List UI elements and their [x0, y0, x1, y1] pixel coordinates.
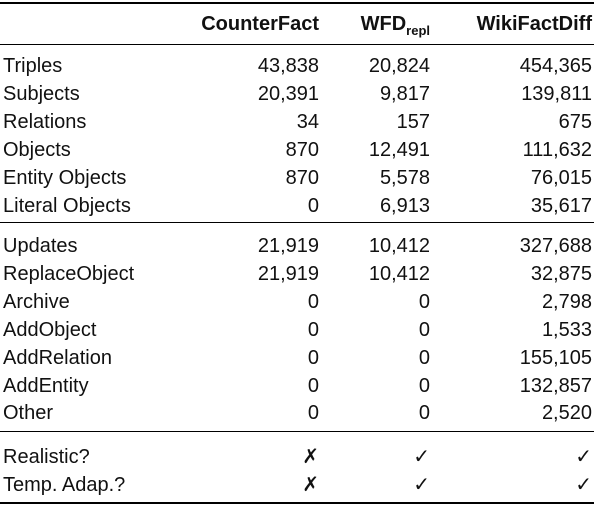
cell-value: ✗ [302, 446, 319, 468]
cell-value: 454,365 [519, 55, 592, 77]
cell-value: 675 [558, 110, 592, 133]
column-header-text: WikiFactDiff [476, 13, 592, 35]
cell-value: 6,913 [379, 194, 430, 217]
cell-value: 2,520 [541, 402, 592, 425]
cell-value: 10,412 [368, 262, 430, 285]
row-label: Temp. Adap.? [3, 473, 126, 496]
cell-value: 139,811 [521, 82, 592, 105]
row-label: AddEntity [3, 374, 89, 397]
cell-value: 0 [418, 346, 430, 369]
row-label: Realistic? [3, 446, 90, 468]
cell-value: 5,578 [379, 166, 430, 189]
row-label: Triples [3, 55, 63, 77]
top-rule [0, 2, 594, 4]
row-label: Literal Objects [3, 194, 131, 217]
column-header: CounterFact [201, 12, 319, 36]
row-label: Subjects [3, 82, 80, 105]
cell-value: 155,105 [519, 346, 592, 369]
row-label: Other [3, 402, 54, 425]
cell-value: ✓ [575, 473, 592, 496]
cell-value: 0 [418, 290, 430, 313]
cell-value: 34 [296, 110, 319, 133]
cell-value: 1,533 [541, 318, 592, 341]
cell-value: 43,838 [257, 55, 319, 77]
cell-value: 0 [307, 374, 319, 397]
cell-value: 2,798 [541, 290, 592, 313]
cell-value: ✓ [413, 446, 430, 468]
cell-value: 327,688 [519, 235, 592, 257]
cell-value: 0 [307, 194, 319, 217]
row-label: Objects [3, 138, 71, 161]
cell-value: 32,875 [530, 262, 592, 285]
row-label: Archive [3, 290, 70, 313]
bottom-rule [0, 502, 594, 504]
cell-value: 12,491 [368, 138, 430, 161]
cell-value: ✓ [575, 446, 592, 468]
cell-value: 111,632 [522, 138, 592, 161]
column-header: WFDrepl [361, 12, 430, 43]
cell-value: ✗ [302, 473, 319, 496]
row-label: Updates [3, 235, 78, 257]
cell-value: 20,391 [257, 82, 319, 105]
cell-value: 0 [307, 402, 319, 425]
cell-value: 157 [396, 110, 430, 133]
column-header-text: WFD [360, 13, 407, 35]
cell-value: 10,412 [368, 235, 430, 257]
cell-value: 0 [418, 374, 430, 397]
row-label: AddObject [3, 318, 97, 341]
cell-value: ✓ [413, 473, 430, 496]
row-label: Relations [3, 110, 87, 133]
cell-value: 0 [307, 346, 319, 369]
cell-value: 870 [285, 138, 319, 161]
group-rule [0, 222, 594, 223]
group-rule [0, 431, 594, 432]
cell-value: 0 [307, 318, 319, 341]
column-header: WikiFactDiff [477, 12, 592, 36]
cell-value: 76,015 [530, 166, 592, 189]
column-header-text: CounterFact [201, 13, 319, 35]
cell-value: 0 [418, 318, 430, 341]
cell-value: 21,919 [257, 235, 319, 257]
column-header-subscript: repl [406, 23, 430, 38]
cell-value: 20,824 [368, 55, 430, 77]
cell-value: 0 [418, 402, 430, 425]
cell-value: 9,817 [379, 82, 430, 105]
cell-value: 35,617 [530, 194, 592, 217]
row-label: ReplaceObject [3, 262, 135, 285]
row-label: AddRelation [3, 346, 112, 369]
header-rule [0, 44, 594, 45]
row-label: Entity Objects [3, 166, 127, 189]
cell-value: 870 [285, 166, 319, 189]
cell-value: 0 [307, 290, 319, 313]
cell-value: 132,857 [519, 374, 592, 397]
cell-value: 21,919 [257, 262, 319, 285]
